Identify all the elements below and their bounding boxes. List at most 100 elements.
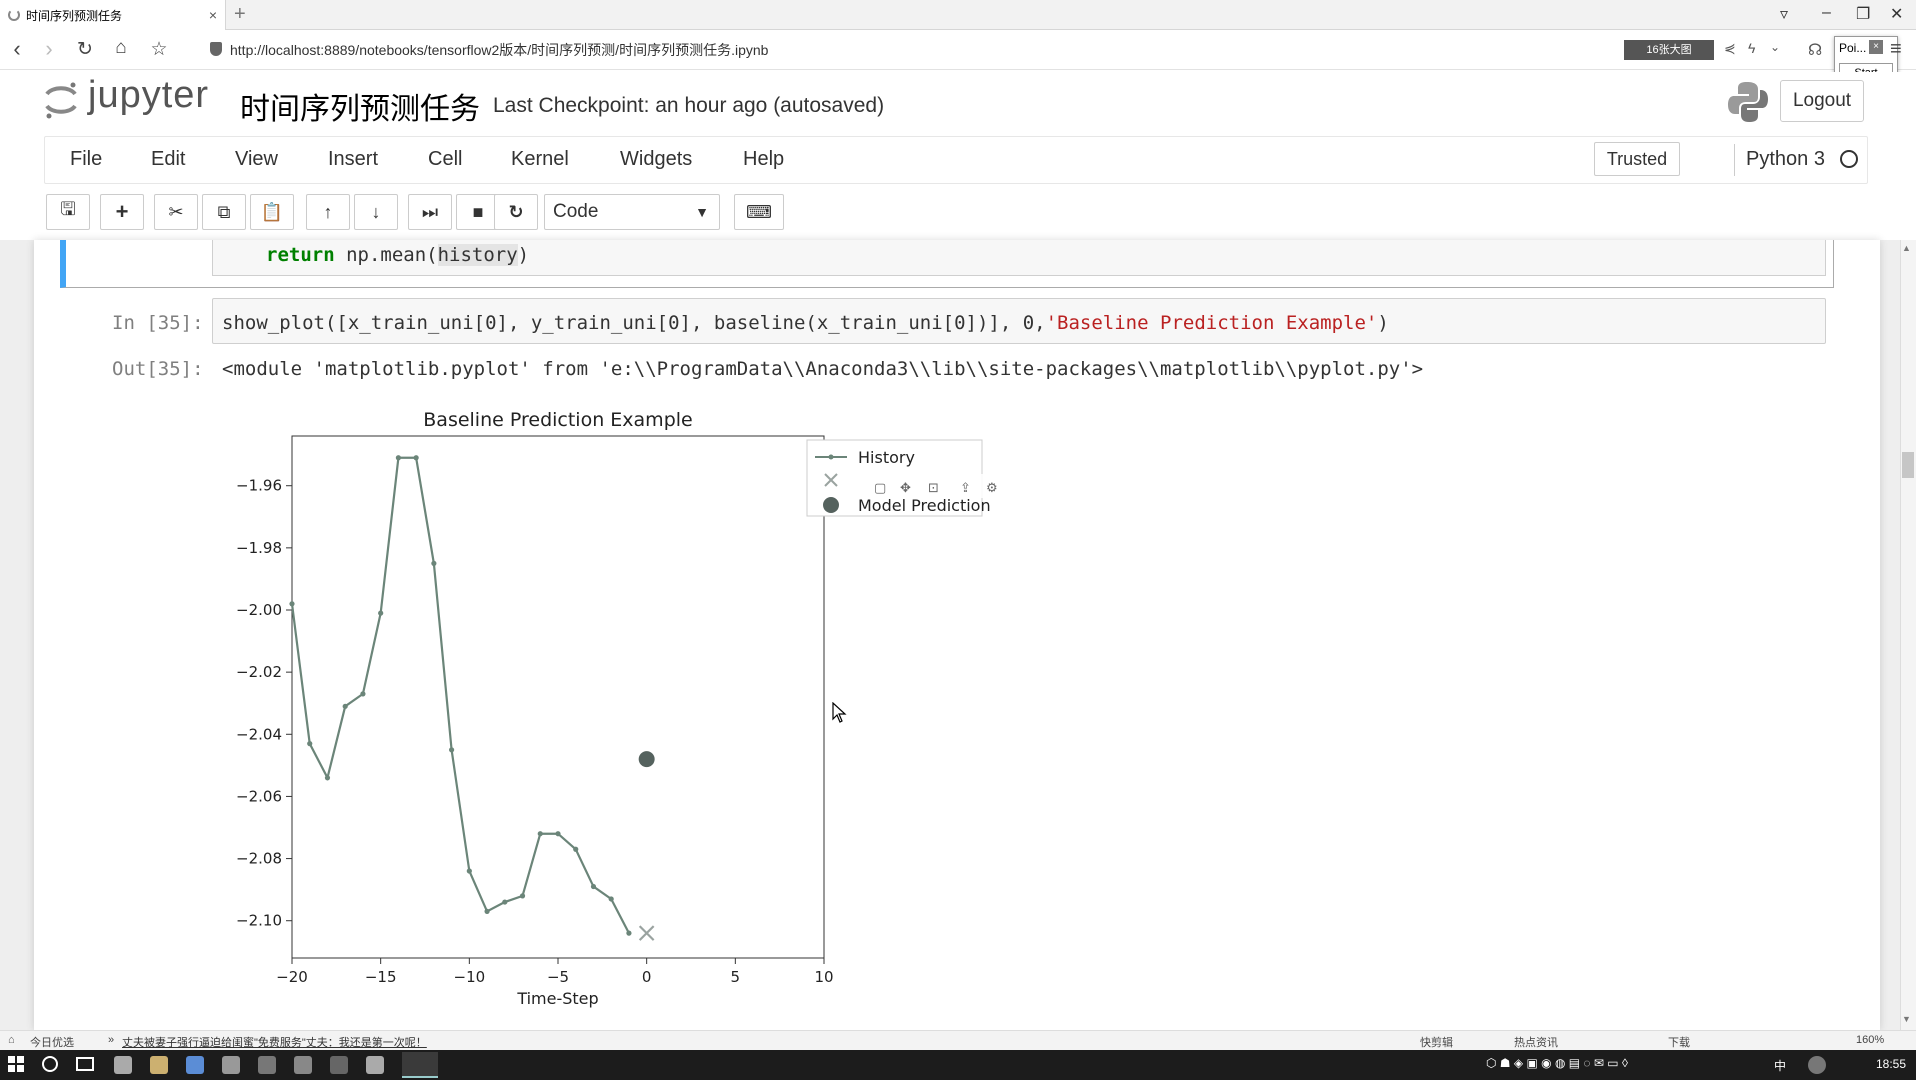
- forward-icon[interactable]: ›: [45, 36, 53, 61]
- trusted-indicator[interactable]: Trusted: [1594, 142, 1680, 176]
- menu-insert[interactable]: Insert: [328, 148, 379, 170]
- menu-view[interactable]: View: [235, 148, 278, 170]
- x-tick-label: −20: [276, 968, 308, 986]
- code-string: 'Baseline Prediction Example': [1045, 312, 1378, 334]
- restart-icon[interactable]: ↻: [494, 194, 538, 230]
- popup-close-icon[interactable]: ×: [1869, 40, 1883, 54]
- app-icon-8[interactable]: [366, 1056, 384, 1074]
- ime-indicator[interactable]: 中: [1774, 1059, 1787, 1073]
- history-point: [626, 930, 632, 936]
- history-point: [360, 691, 366, 697]
- url-text[interactable]: http://localhost:8889/notebooks/tensorfl…: [230, 42, 769, 58]
- save-icon[interactable]: 🖫: [46, 194, 90, 230]
- close-tab-icon[interactable]: ×: [208, 7, 217, 23]
- figure-export-icon[interactable]: ⇪: [960, 481, 971, 496]
- taskbar-clock[interactable]: 18:55: [1876, 1057, 1907, 1071]
- browser-tab-strip: [0, 0, 1916, 30]
- headphones-icon[interactable]: ☊: [1808, 42, 1823, 59]
- app-icon-5[interactable]: [258, 1056, 276, 1074]
- home-icon[interactable]: ⌂: [115, 37, 127, 58]
- menu-widgets[interactable]: Widgets: [620, 148, 693, 170]
- task-view-icon[interactable]: [76, 1057, 94, 1071]
- y-tick-label: −2.10: [236, 912, 282, 930]
- minimize-icon[interactable]: –: [1822, 4, 1831, 21]
- restore-icon[interactable]: ❐: [1856, 6, 1871, 23]
- checkpoint-status: Last Checkpoint: an hour ago (autosaved): [493, 94, 885, 117]
- code-cell-input[interactable]: [212, 298, 1826, 344]
- share-icon[interactable]: ⋞: [1724, 40, 1736, 56]
- y-tick-label: −2.06: [236, 787, 282, 805]
- logout-button[interactable]: Logout: [1780, 80, 1864, 122]
- chevron-down-icon[interactable]: ⌄: [1770, 40, 1781, 54]
- app-icon-4[interactable]: [222, 1056, 240, 1074]
- figure-home-icon[interactable]: ▢: [874, 481, 886, 496]
- shirt-icon[interactable]: ▿: [1780, 6, 1789, 23]
- y-tick-label: −2.00: [236, 601, 282, 619]
- hot-news-label[interactable]: 热点资讯: [1514, 1037, 1558, 1049]
- app-explorer-icon[interactable]: [150, 1056, 168, 1074]
- new-tab-button[interactable]: +: [234, 3, 246, 25]
- app-active-icon[interactable]: [402, 1052, 438, 1078]
- user-avatar-icon[interactable]: [1808, 1056, 1826, 1074]
- browser-status-bar: [0, 1030, 1916, 1050]
- zoom-level[interactable]: 160%: [1856, 1034, 1885, 1046]
- app-icon-7[interactable]: [330, 1056, 348, 1074]
- browser-menu-icon[interactable]: ≡: [1890, 38, 1902, 60]
- menu-cell[interactable]: Cell: [428, 148, 463, 170]
- history-point: [449, 747, 455, 753]
- prev-cell-code[interactable]: return np.mean(history): [266, 244, 529, 266]
- menu-kernel[interactable]: Kernel: [511, 148, 569, 170]
- scrollbar-thumb[interactable]: [1902, 452, 1914, 478]
- copy-icon[interactable]: ⧉: [202, 194, 246, 230]
- quick-clip-label[interactable]: 快剪辑: [1420, 1037, 1453, 1049]
- figure-pan-icon[interactable]: ✥: [900, 481, 911, 496]
- menu-file[interactable]: File: [70, 148, 103, 170]
- big-image-button[interactable]: 16张大图: [1624, 40, 1714, 60]
- cell-type-select[interactable]: Code ▼: [544, 194, 720, 230]
- keyboard-icon[interactable]: ⌨: [734, 194, 784, 230]
- app-icon-6[interactable]: [294, 1056, 312, 1074]
- today-picks-label[interactable]: 今日优选: [30, 1037, 74, 1049]
- download-label[interactable]: 下载: [1668, 1037, 1690, 1049]
- reload-icon[interactable]: ↻: [77, 39, 93, 60]
- history-point: [537, 831, 543, 837]
- tray-icons[interactable]: ⬡ ☗ ◈ ▣ ◉ ◍ ▤ ◌ ✉ ▭ ◊: [1486, 1056, 1628, 1070]
- code-cell-text[interactable]: show_plot([x_train_uni[0], y_train_uni[0…: [222, 312, 1389, 334]
- jupyter-logo-icon[interactable]: [44, 80, 78, 120]
- history-point: [324, 775, 331, 781]
- paste-icon[interactable]: 📋: [250, 194, 294, 230]
- notebook-title[interactable]: 时间序列预测任务: [240, 93, 480, 126]
- run-icon[interactable]: ⏭: [408, 194, 452, 230]
- y-tick-label: −1.98: [236, 539, 282, 557]
- search-icon[interactable]: [42, 1056, 58, 1072]
- bookmark-star-icon[interactable]: ☆: [150, 39, 168, 60]
- lightning-icon[interactable]: ϟ: [1748, 40, 1756, 56]
- figure-settings-icon[interactable]: ⚙: [986, 481, 998, 496]
- app-icon-3[interactable]: [186, 1056, 204, 1074]
- figure-zoom-icon[interactable]: ⊡: [928, 481, 939, 496]
- browser-tab[interactable]: 时间序列预测任务 ×: [0, 0, 226, 30]
- jupyter-logo-text[interactable]: jupyter: [88, 74, 210, 116]
- menu-edit[interactable]: Edit: [151, 148, 186, 170]
- news-link[interactable]: 丈夫被妻子强行逼迫给闺蜜"免费服务"丈夫：我还是第一次呢！: [122, 1037, 427, 1049]
- scroll-up-icon[interactable]: ▲: [1902, 243, 1911, 253]
- app-browser-icon[interactable]: [114, 1056, 132, 1074]
- windows-taskbar: [0, 1050, 1916, 1080]
- today-picks-icon[interactable]: ⌂: [8, 1034, 15, 1046]
- stop-icon[interactable]: ■: [456, 194, 500, 230]
- move-down-icon[interactable]: ↓: [354, 194, 398, 230]
- x-axis-label: Time-Step: [516, 989, 598, 1008]
- back-icon[interactable]: ‹: [13, 36, 21, 61]
- security-shield-icon: [210, 42, 222, 56]
- menu-help[interactable]: Help: [743, 148, 785, 170]
- x-tick-label: −10: [454, 968, 486, 986]
- close-window-icon[interactable]: ✕: [1890, 6, 1904, 23]
- selected-cell-border[interactable]: [60, 240, 1834, 288]
- scroll-down-icon[interactable]: ▼: [1902, 1014, 1911, 1024]
- windows-start-icon[interactable]: [8, 1056, 24, 1072]
- vertical-scrollbar[interactable]: [1900, 240, 1916, 1030]
- insert-cell-icon[interactable]: +: [100, 194, 144, 230]
- cut-icon[interactable]: ✂: [154, 194, 198, 230]
- model-prediction-point: [638, 751, 655, 768]
- move-up-icon[interactable]: ↑: [306, 194, 350, 230]
